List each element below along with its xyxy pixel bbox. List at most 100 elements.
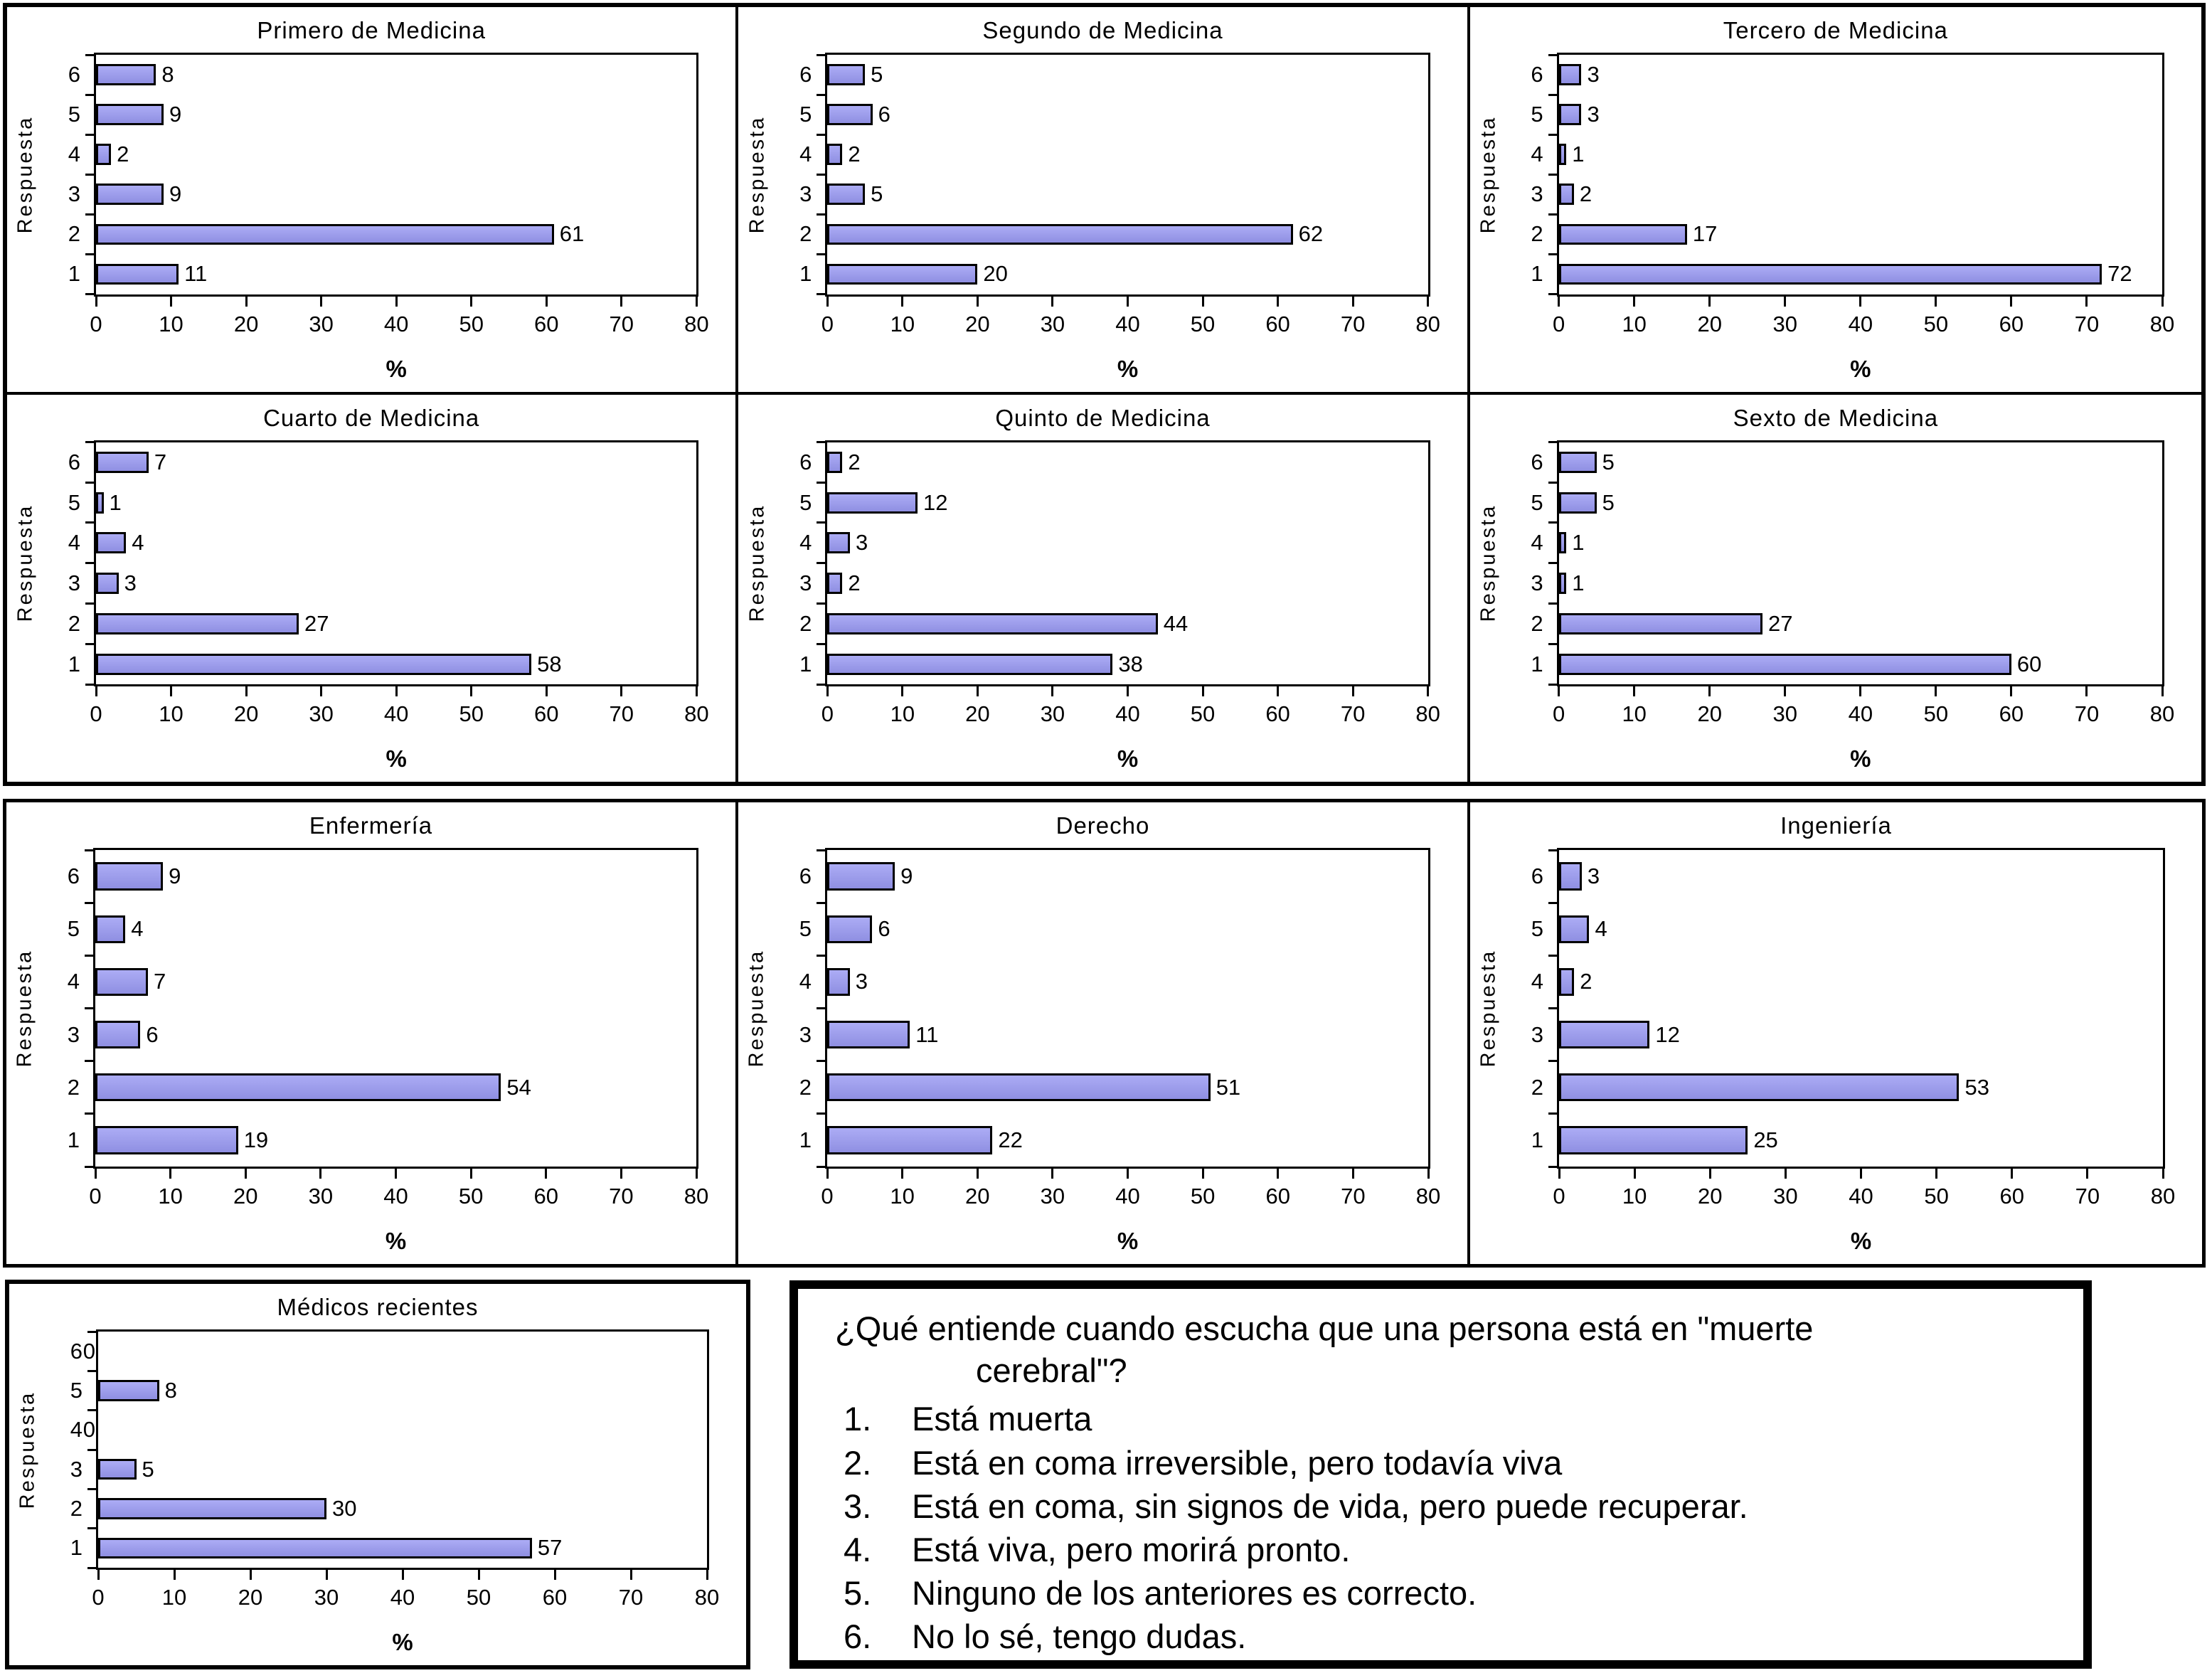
x-axis-tick [477,1568,480,1580]
x-tick-label: 40 [383,701,409,726]
x-tick-label: 50 [1924,1184,1949,1209]
bar-value-label: 7 [153,969,166,994]
x-axis-tick [1784,685,1787,696]
chart-title: Cuarto de Medicina [263,404,480,431]
x-tick-label: 80 [2149,311,2175,336]
y-tick-label: 1 [799,1127,812,1152]
y-axis-tick [817,173,827,176]
x-tick-label: 70 [609,1184,634,1209]
bar-respuesta-3 [96,184,164,206]
x-axis-tick [2010,294,2013,307]
x-tick-label: 50 [466,1585,491,1610]
y-axis-tick [1548,642,1558,645]
answer-option-text: Ninguno de los anteriores es correcto. [912,1573,1477,1612]
x-axis-tick [826,1167,829,1179]
medicine-years-chart-grid: Primero de Medicina Respuesta 6 8 5 9 4 2 3 9 2 61 1… [3,3,2206,786]
x-tick-label: 20 [238,1585,263,1610]
x-tick-label: 10 [158,1184,183,1209]
bar-respuesta-1 [827,263,978,285]
y-axis-label-text: Respuesta [16,1391,39,1509]
x-axis-tick [245,685,248,696]
x-tick-label: 70 [2074,701,2100,726]
x-axis-tick [2085,685,2088,696]
x-tick-label: 30 [1040,701,1065,726]
x-tick-label: 0 [1553,311,1565,336]
bar-respuesta-1 [1558,263,2102,285]
bar-value-label: 61 [559,221,585,247]
bar-value-label: 44 [1163,610,1189,636]
y-tick-label: 4 [1531,969,1543,994]
y-tick-label: 3 [1531,181,1543,207]
y-axis-tick [87,1330,97,1333]
bar-respuesta-5 [95,915,126,943]
x-axis-tick [545,685,548,696]
y-tick-label: 3 [799,1021,812,1047]
y-tick-label: 1 [70,1535,83,1561]
y-tick-label: 4 [70,1417,83,1443]
y-tick-label: 2 [799,610,812,636]
y-axis-label: Respuesta [1474,440,1503,687]
chart-quinto-de-medicina: Quinto de Medicina Respuesta 6 2 5 12 4 3 3 2 2 44 1… [738,394,1470,782]
y-tick-label: 1 [68,651,80,676]
x-axis-tick [553,1568,556,1580]
bar-respuesta-2 [1559,1073,1960,1102]
y-tick-label: 6 [799,864,812,889]
y-axis-label: Respuesta [743,53,771,297]
plot-area: 6 9 5 6 4 3 3 11 2 51 1 22 0 10 20 30 40 50 60 70 80% [799,848,1440,1254]
y-tick-label: 1 [67,1127,80,1152]
x-axis-tick [1201,294,1204,307]
x-axis-tick [169,1167,172,1179]
bar-value-label: 6 [878,916,890,942]
x-tick-label: 70 [2074,311,2100,336]
bar-respuesta-4 [96,144,112,166]
bar-value-label: 57 [537,1535,563,1561]
bar-value-label: 3 [1587,62,1600,87]
x-tick-label: 30 [1040,311,1065,336]
y-tick-label: 4 [1531,142,1543,167]
x-tick-label: 80 [1415,1184,1441,1209]
bar-value-label: 5 [142,1456,154,1482]
x-axis-tick [1633,685,1636,696]
bar-respuesta-6 [827,451,843,473]
plot-area: 6 8 5 9 4 2 3 9 2 61 1 11 0 10 20 30 40 50 60 70 80% [68,53,709,382]
x-axis-tick [545,1167,548,1179]
y-axis-tick [1548,849,1558,851]
y-axis-tick [1548,521,1558,524]
x-axis-tick [395,294,398,307]
bar-value-label: 58 [537,651,562,676]
bar-value-label: 8 [164,1378,177,1403]
x-axis-tick [1277,294,1280,307]
bar-value-label: 54 [506,1074,531,1100]
x-axis-tick [1633,294,1636,307]
bar-respuesta-1 [95,1126,238,1154]
x-tick-label: 20 [233,311,259,336]
x-axis-tick [395,685,398,696]
plot-area: 6 0 5 8 4 0 3 5 2 30 1 57 0 10 20 30 40 50 60 70 80% [70,1329,719,1655]
y-axis-tick [85,441,95,443]
y-axis-tick [817,1060,826,1063]
answer-option: 1. Está muerta [835,1397,2055,1440]
y-tick-label: 6 [799,62,812,87]
y-axis-tick [817,849,826,851]
bar-value-label: 1 [109,489,122,515]
bar-respuesta-4 [827,144,843,166]
y-axis-tick [1548,602,1558,605]
x-axis-tick [1126,685,1129,696]
x-tick-label: 40 [1849,1184,1873,1209]
y-axis-tick [1548,53,1558,56]
x-axis-tick [1051,685,1054,696]
bar-respuesta-4 [1558,144,1567,166]
x-axis-label: % [1850,1228,1872,1254]
bar-value-label: 9 [169,102,182,127]
x-axis-tick [2010,685,2013,696]
x-axis-label: % [385,745,407,772]
y-tick-label: 1 [1531,651,1543,676]
x-axis-tick [320,685,323,696]
x-axis-tick [395,1167,397,1179]
chart-primero-de-medicina: Primero de Medicina Respuesta 6 8 5 9 4 2 3 9 2 61 1… [7,7,739,395]
x-tick-label: 0 [90,701,102,726]
bar-value-label: 2 [117,142,129,167]
x-axis-tick [1935,1167,1938,1179]
x-axis-tick [1351,685,1354,696]
x-axis-tick [94,1167,97,1179]
